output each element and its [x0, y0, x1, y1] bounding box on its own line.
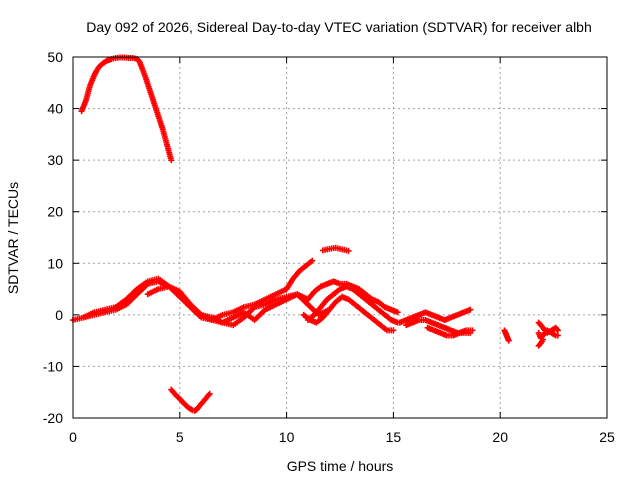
y-axis-label: SDTVAR / TECUs: [5, 182, 21, 294]
series-band-f: [300, 293, 397, 334]
y-tick-label: 40: [47, 101, 63, 117]
y-tick-label: 50: [47, 49, 63, 65]
x-tick-label: 10: [279, 429, 295, 445]
data-point: [554, 332, 561, 339]
series-band-c: [144, 283, 311, 329]
data-point: [345, 247, 352, 254]
y-tick-label: 10: [47, 255, 63, 271]
data-points: [70, 54, 561, 414]
series-band-k: [501, 327, 512, 344]
data-point: [309, 257, 316, 264]
y-tick-label: -10: [43, 358, 63, 374]
x-tick-label: 25: [599, 429, 615, 445]
data-point: [554, 327, 561, 334]
x-axis-label: GPS time / hours: [287, 458, 394, 474]
y-tick-label: 20: [47, 204, 63, 220]
series-band-m: [535, 319, 561, 336]
data-point: [539, 336, 546, 343]
x-tick-label: 15: [386, 429, 402, 445]
y-tick-label: -20: [43, 410, 63, 426]
data-point: [469, 327, 476, 334]
data-point: [467, 306, 474, 313]
x-tick-label: 0: [69, 429, 77, 445]
plot-frame: [72, 56, 608, 419]
series-arc-low: [168, 386, 213, 414]
data-point: [394, 309, 401, 316]
data-point: [390, 327, 397, 334]
series-band-h: [396, 306, 474, 326]
series-band-i: [403, 317, 474, 336]
series-band-b: [80, 275, 333, 326]
series-band-n: [535, 336, 546, 349]
series-band-g: [319, 244, 352, 254]
data-point: [505, 337, 512, 344]
x-tick-label: 5: [176, 429, 184, 445]
axis-ticks: 0 5 10 15 20 25 -20 -10 0 10 20 30 40 50: [43, 49, 615, 445]
series-band-j: [424, 324, 476, 339]
data-point: [168, 157, 175, 164]
data-point: [206, 390, 213, 397]
y-tick-label: 0: [55, 307, 63, 323]
y-tick-label: 30: [47, 152, 63, 168]
grid: [73, 57, 607, 418]
x-tick-label: 20: [492, 429, 508, 445]
series-band-a: [70, 257, 316, 324]
chart-title: Day 092 of 2026, Sidereal Day-to-day VTE…: [86, 19, 592, 35]
